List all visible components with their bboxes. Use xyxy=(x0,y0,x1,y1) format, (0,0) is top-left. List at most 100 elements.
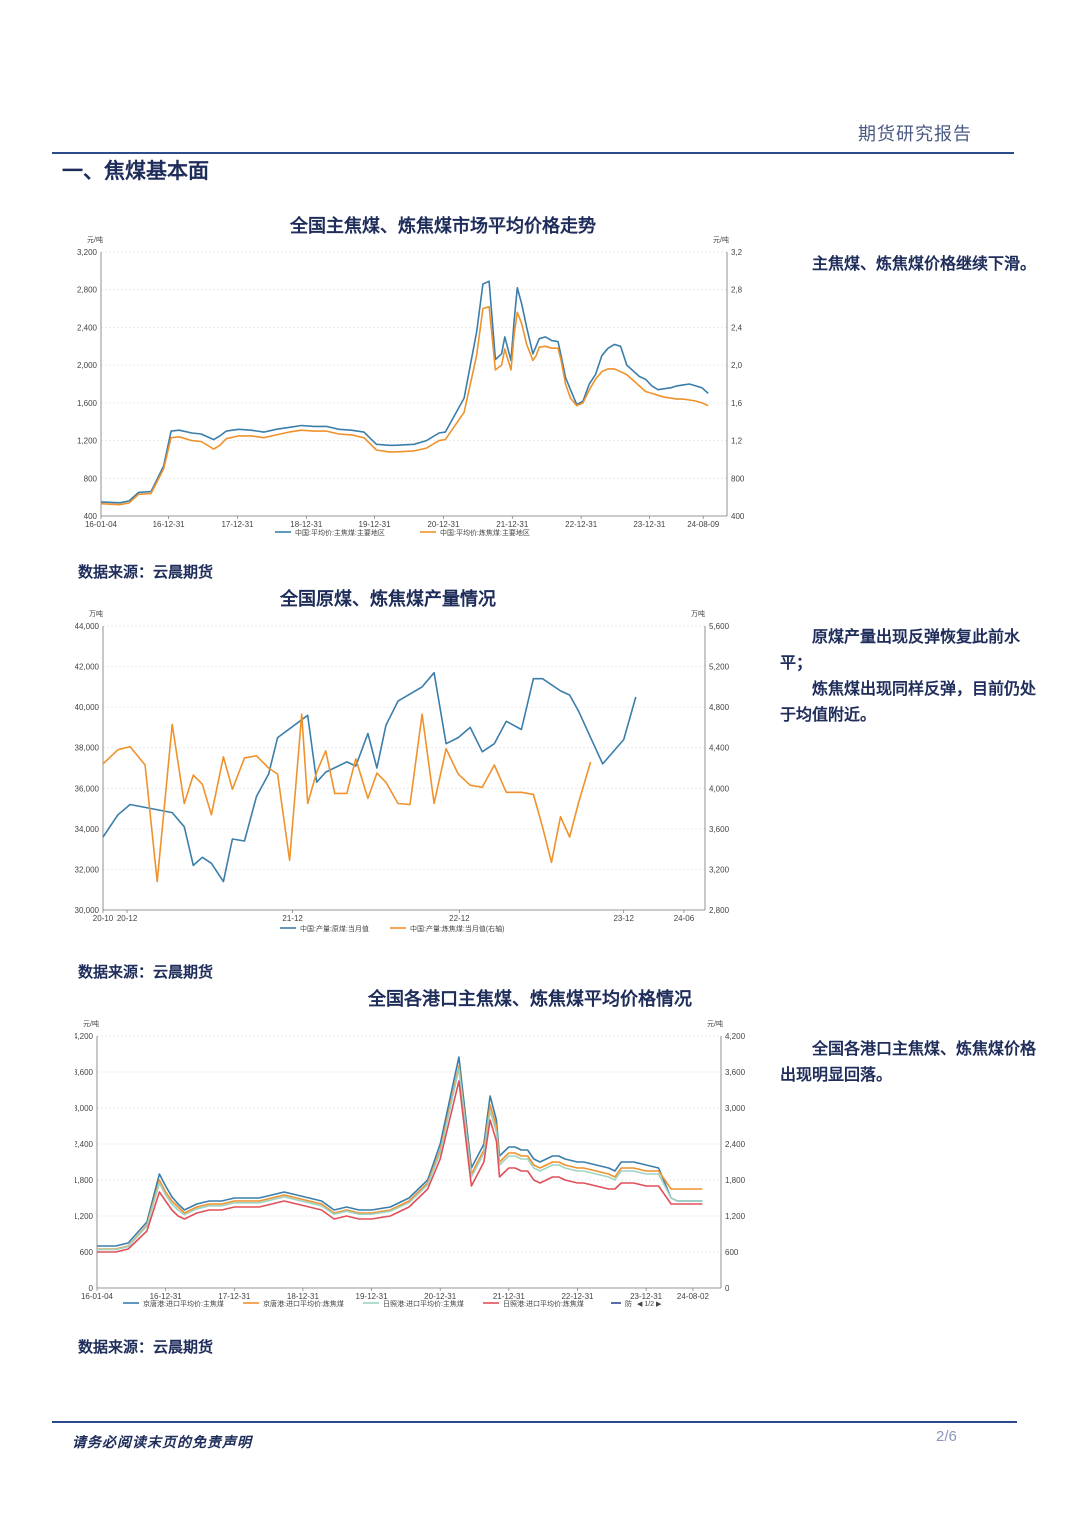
chart2-output: 30,000 2,800 32,000 3,200 34,000 3,600 36,000 4… xyxy=(75,609,730,933)
y-tick-label: 3,000 xyxy=(75,1104,94,1113)
chart1-source: 数据来源：云晨期货 xyxy=(78,563,214,581)
y-tick-label: 3,200 xyxy=(77,248,98,257)
chart3-comment-line: 全国各港口主焦煤、炼焦煤价格出现明显回落。 xyxy=(780,1039,1037,1084)
x-tick-label: 16-12-31 xyxy=(153,520,186,529)
y2-tick-label: 3,600 xyxy=(709,825,730,834)
header-divider xyxy=(52,152,1014,154)
series-line-3 xyxy=(97,1068,703,1251)
legend-pager: ◀ 1/2 ▶ xyxy=(637,1301,662,1308)
y2-tick-label: 3,000 xyxy=(725,1104,746,1113)
y-tick-label: 40,000 xyxy=(75,703,100,712)
y-tick-label: 34,000 xyxy=(75,825,100,834)
y2-tick-label: 2,8 xyxy=(731,286,743,295)
y2-tick-label: 1,2 xyxy=(731,437,743,446)
y-tick-label: 44,000 xyxy=(75,622,100,631)
series-line-2 xyxy=(97,1065,703,1250)
chart2-comment: 原煤产量出现反弹恢复此前水平； 炼焦煤出现同样反弹，目前仍处于均值附近。 xyxy=(780,624,1038,728)
x-tick-label: 17-12-31 xyxy=(218,1292,251,1301)
y-tick-label: 36,000 xyxy=(75,784,100,793)
y-tick-label: 2,000 xyxy=(77,361,98,370)
legend-label: 中国:产量:原煤:当月值 xyxy=(300,924,369,933)
y-tick-label: 0 xyxy=(89,1284,94,1293)
page-number: 2/6 xyxy=(936,1428,957,1445)
y2-tick-label: 800 xyxy=(731,474,745,483)
series-line-1 xyxy=(102,671,637,883)
y-tick-label: 600 xyxy=(80,1248,94,1257)
y2-tick-label: 3,600 xyxy=(725,1068,746,1077)
y2-tick-label: 400 xyxy=(731,512,745,521)
chart1-title: 全国主焦煤、炼焦煤市场平均价格走势 xyxy=(290,216,596,237)
y-tick-label: 1,600 xyxy=(77,399,98,408)
y-tick-label: 38,000 xyxy=(75,744,100,753)
y-tick-label: 1,200 xyxy=(77,437,98,446)
chart2-comment-line-1: 原煤产量出现反弹恢复此前水平； xyxy=(780,627,1021,672)
y-tick-label: 1,200 xyxy=(75,1212,94,1221)
y2-tick-label: 3,200 xyxy=(709,865,730,874)
x-tick-label: 19-12-31 xyxy=(359,520,392,529)
y-tick-label: 42,000 xyxy=(75,663,100,672)
y-tick-label: 2,400 xyxy=(77,323,98,332)
x-tick-label: 21-12-31 xyxy=(496,520,529,529)
y2-tick-label: 4,800 xyxy=(709,703,730,712)
y2-tick-label: 5,600 xyxy=(709,622,730,631)
y-tick-label: 400 xyxy=(84,512,98,521)
chart1-price-trend: 400 400 800 800 1,200 1,2 1,600 1,6 2,000 2,0 2,40… xyxy=(77,235,745,537)
x-tick-label: 21-12 xyxy=(282,914,303,923)
y-unit-right: 万吨 xyxy=(691,609,705,618)
legend-label: 京唐港:进口平均价:炼焦煤 xyxy=(263,1299,344,1308)
series-line-1 xyxy=(97,1056,703,1247)
x-tick-label: 24-06 xyxy=(674,914,695,923)
x-tick-label: 20-12 xyxy=(117,914,138,923)
y2-tick-label: 600 xyxy=(725,1248,739,1257)
series-line-1 xyxy=(100,280,709,504)
x-tick-label: 24-08-02 xyxy=(677,1292,710,1301)
y-tick-label: 800 xyxy=(84,474,98,483)
x-tick-label: 20-10 xyxy=(93,914,114,923)
x-tick-label: 22-12-31 xyxy=(565,520,598,529)
chart2-source: 数据来源：云晨期货 xyxy=(78,963,214,981)
x-tick-label: 16-01-04 xyxy=(81,1292,114,1301)
chart3-comment: 全国各港口主焦煤、炼焦煤价格出现明显回落。 xyxy=(780,1036,1038,1088)
x-tick-label: 16-01-04 xyxy=(85,520,118,529)
y2-tick-label: 4,000 xyxy=(709,784,730,793)
report-type-title: 期货研究报告 xyxy=(858,124,972,145)
y-tick-label: 32,000 xyxy=(75,865,100,874)
x-tick-label: 20-12-31 xyxy=(424,1292,457,1301)
y-tick-label: 2,400 xyxy=(75,1140,94,1149)
y2-tick-label: 1,6 xyxy=(731,399,743,408)
section-title: 一、焦煤基本面 xyxy=(62,158,209,183)
y2-tick-label: 1,800 xyxy=(725,1176,746,1185)
y2-tick-label: 3,2 xyxy=(731,248,743,257)
legend-label: 日照港:进口平均价:主焦煤 xyxy=(383,1299,464,1308)
y2-tick-label: 5,200 xyxy=(709,663,730,672)
x-tick-label: 24-08-09 xyxy=(687,520,720,529)
legend-label: 防 xyxy=(625,1299,632,1308)
legend-label: 中国:平均价:主焦煤:主要地区 xyxy=(295,528,385,537)
y-tick-label: 3,600 xyxy=(75,1068,94,1077)
series-line-2 xyxy=(100,305,709,506)
chart3-port-price: 0 0 600 600 1,200 1,200 1,800 1,800 2,400 2,400 3,… xyxy=(75,1019,746,1308)
x-tick-label: 18-12-31 xyxy=(287,1292,320,1301)
legend-label: 中国:产量:炼焦煤:当月值(右轴) xyxy=(410,924,505,933)
x-tick-label: 16-12-31 xyxy=(150,1292,183,1301)
x-tick-label: 19-12-31 xyxy=(356,1292,389,1301)
footer-divider xyxy=(52,1421,1017,1423)
y-tick-label: 1,800 xyxy=(75,1176,94,1185)
series-line-2 xyxy=(102,713,592,883)
legend-label: 日照港:进口平均价:炼焦煤 xyxy=(503,1299,584,1308)
chart2-comment-line-2: 炼焦煤出现同样反弹，目前仍处于均值附近。 xyxy=(780,679,1037,724)
chart2-title: 全国原煤、炼焦煤产量情况 xyxy=(280,589,496,610)
y-unit-left: 元/吨 xyxy=(83,1019,99,1028)
chart3-source: 数据来源：云晨期货 xyxy=(78,1338,214,1356)
x-tick-label: 23-12 xyxy=(613,914,634,923)
chart1-comment-line: 主焦煤、炼焦煤价格继续下滑。 xyxy=(812,254,1037,273)
x-tick-label: 18-12-31 xyxy=(290,520,323,529)
x-tick-label: 21-12-31 xyxy=(493,1292,526,1301)
x-tick-label: 23-12-31 xyxy=(630,1292,663,1301)
y2-tick-label: 2,800 xyxy=(709,906,730,915)
y-unit-left: 万吨 xyxy=(89,609,103,618)
y2-tick-label: 2,4 xyxy=(731,323,743,332)
x-tick-label: 17-12-31 xyxy=(221,520,254,529)
y-unit-left: 元/吨 xyxy=(87,235,103,244)
x-tick-label: 23-12-31 xyxy=(633,520,666,529)
